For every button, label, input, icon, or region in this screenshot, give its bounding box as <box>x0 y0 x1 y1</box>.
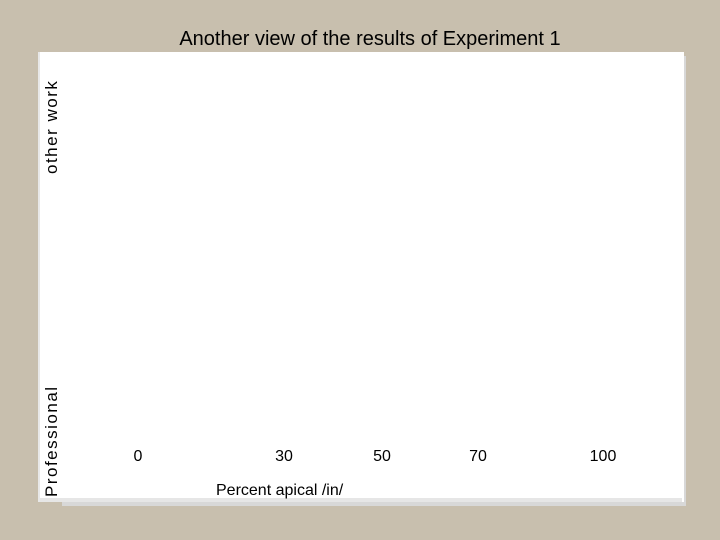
x-tick-label: 100 <box>589 448 617 465</box>
x-tick-label: 30 <box>275 448 293 465</box>
x-tick-label: 70 <box>469 448 487 465</box>
y-axis-label-bottom: Professional <box>42 385 61 497</box>
x-tick-label: 0 <box>133 448 143 465</box>
x-tick-label: 50 <box>373 448 391 465</box>
x-axis-label: Percent apical /in/ <box>216 482 344 499</box>
plot-panel <box>38 52 684 502</box>
chart-title: Another view of the results of Experimen… <box>179 28 561 50</box>
y-axis-label-top: other work <box>42 79 61 174</box>
plot-panel-edge <box>40 498 682 502</box>
